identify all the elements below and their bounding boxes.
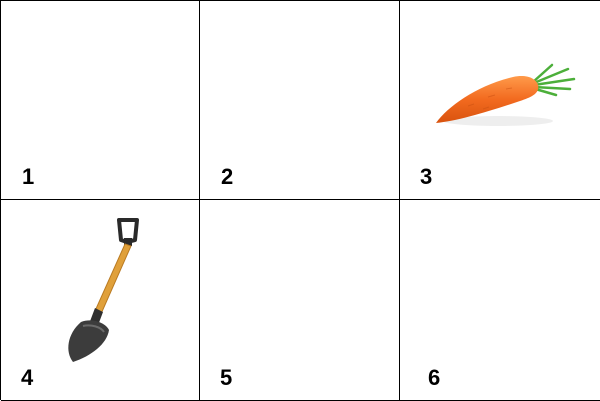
cell-number: 3: [420, 164, 433, 189]
grid-cell-4[interactable]: 4: [1, 200, 200, 401]
grid-cell-3[interactable]: 3: [400, 1, 600, 200]
cell-number: 6: [428, 365, 441, 390]
carrot-icon: [436, 63, 576, 126]
cell-number: 4: [21, 365, 34, 390]
grid-cell-6[interactable]: 6: [400, 200, 600, 401]
grid-cell-2[interactable]: 2: [200, 1, 400, 200]
grid-cell-5[interactable]: 5: [200, 200, 400, 401]
cell-number: 2: [221, 164, 234, 189]
cell-number: 1: [22, 164, 35, 189]
cell-number: 5: [220, 365, 233, 390]
shovel-icon: [68, 218, 139, 362]
grid-cell-1[interactable]: 1: [1, 1, 200, 200]
